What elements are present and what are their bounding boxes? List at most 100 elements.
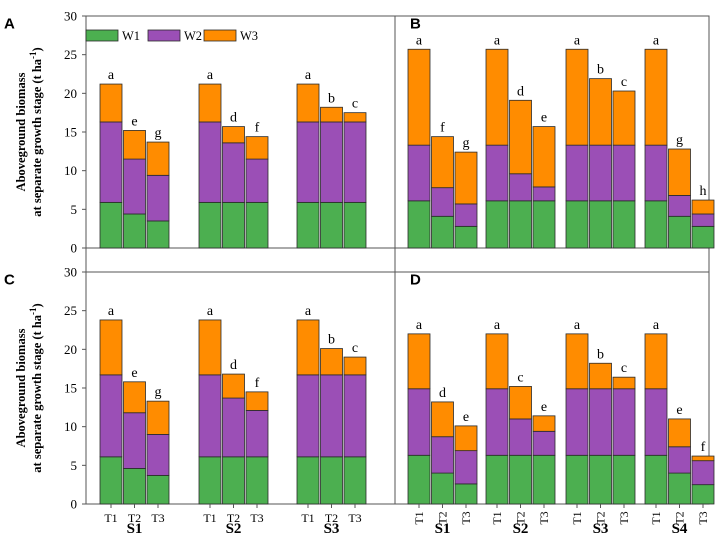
panel-letter: D [410, 271, 421, 288]
significance-letter: c [352, 341, 358, 356]
bar-segment-w2 [644, 388, 668, 456]
x-sub-label: T3 [151, 511, 164, 525]
y-axis-label-line2: at separate growth stage (t ha-1) [28, 303, 44, 472]
bar-segment-w3 [146, 141, 170, 176]
significance-letter: e [131, 114, 137, 129]
bar-segment-w3 [296, 83, 320, 123]
bar-segment-w3 [123, 381, 146, 414]
x-sub-label: T2 [514, 511, 528, 524]
significance-letter: g [463, 136, 470, 151]
significance-letter: d [230, 358, 237, 373]
bar-segment-w3 [532, 126, 556, 188]
x-group-label: S3 [593, 521, 609, 536]
bar-segment-w1 [431, 215, 454, 249]
y-tick-label: 10 [64, 419, 77, 434]
legend-item-w2: W2 [147, 29, 202, 43]
bar-segment-w2 [532, 186, 556, 202]
bar-segment-w2 [565, 144, 589, 202]
bar-segment-w2 [691, 460, 715, 486]
legend-item-w1: W1 [85, 29, 140, 43]
bar-group-S1: a e g [99, 68, 170, 249]
panel-B: Ba f g a d e a b c a g h [407, 15, 715, 249]
bar-segment-w2 [431, 187, 454, 217]
bar-segment-w3 [644, 333, 668, 390]
bar-segment-w1 [668, 472, 691, 505]
bar-segment-w2 [320, 374, 343, 458]
bar-segment-w2 [245, 158, 269, 203]
significance-letter: a [653, 33, 660, 48]
x-group-label: S1 [435, 521, 451, 536]
bar-segment-w3 [691, 455, 715, 462]
x-sub-label: T3 [617, 511, 631, 524]
bar-segment-w1 [146, 220, 170, 249]
y-tick-label: 25 [64, 47, 77, 62]
bar-segment-w1 [245, 201, 269, 249]
bar-segment-w1 [691, 225, 715, 249]
x-sub-label: T1 [301, 511, 314, 525]
significance-letter: a [416, 318, 423, 333]
bar-group-S1: a T1 d T2 e T3 S1 [407, 318, 478, 536]
bar-segment-w2 [296, 374, 320, 458]
bar-segment-w3 [509, 99, 532, 175]
bar-segment-w1 [485, 454, 509, 505]
bar-segment-w2 [320, 121, 343, 203]
bar-segment-w3 [509, 386, 532, 420]
bar-segment-w1 [532, 200, 556, 249]
bar-segment-w1 [691, 484, 715, 505]
y-tick-label: 15 [64, 381, 77, 396]
bar-segment-w1 [565, 454, 589, 505]
bar-segment-w1 [296, 201, 320, 249]
significance-letter: a [305, 304, 312, 319]
y-axis-label-line1: Aboveground biomass [14, 328, 28, 447]
bar-segment-w2 [565, 388, 589, 456]
significance-letter: d [517, 84, 524, 99]
bar-segment-w1 [320, 456, 343, 505]
significance-letter: g [676, 133, 683, 148]
significance-letter: a [108, 68, 115, 83]
bar-segment-w3 [485, 333, 509, 390]
bar-segment-w2 [146, 174, 170, 222]
x-sub-label: T1 [649, 511, 663, 524]
significance-letter: e [131, 366, 137, 381]
bar-group-S4: a T1 e T2 f T3 S4 [644, 318, 715, 536]
bar-segment-w2 [589, 388, 612, 456]
bar-segment-w1 [99, 456, 123, 505]
y-tick-label: 5 [71, 458, 78, 473]
x-sub-label: T1 [412, 511, 426, 524]
x-sub-label: T3 [250, 511, 263, 525]
x-group-label: S2 [513, 521, 529, 536]
bar-segment-w2 [668, 446, 691, 474]
x-group-label: S2 [226, 521, 242, 536]
significance-letter: e [541, 400, 547, 415]
bar-group-S1: a T1 e T2 g T3 S1 [99, 304, 170, 536]
legend-item-w3: W3 [203, 29, 258, 43]
bar-segment-w3 [245, 391, 269, 411]
bar-segment-w3 [565, 48, 589, 146]
x-sub-label: T2 [594, 511, 608, 524]
y-tick-label: 20 [64, 86, 77, 101]
bar-segment-w2 [123, 158, 146, 215]
significance-letter: a [207, 68, 214, 83]
significance-letter: g [155, 385, 162, 400]
significance-letter: a [494, 33, 501, 48]
bar-segment-w3 [454, 151, 478, 205]
bar-segment-w1 [532, 454, 556, 505]
x-sub-label: T1 [570, 511, 584, 524]
bar-group-S2: a T1 d T2 f T3 S2 [198, 304, 269, 536]
bar-segment-w1 [123, 468, 146, 505]
panel-D: Da T1 d T2 e T3 S1 a T1 c T2 e T3 S2 a T1 b T2 c T3 S3 a T1 e T2… [407, 271, 715, 536]
bar-group-S2: a d e [485, 33, 556, 249]
bar-segment-w3 [407, 48, 431, 146]
bar-segment-w3 [320, 348, 343, 376]
bar-segment-w2 [589, 144, 612, 202]
bar-segment-w2 [612, 388, 636, 456]
bar-segment-w3 [222, 126, 245, 144]
bar-segment-w2 [343, 374, 367, 458]
bar-segment-w1 [245, 456, 269, 505]
x-group-label: S3 [324, 521, 340, 536]
bar-segment-w3 [320, 106, 343, 123]
legend-swatch [147, 29, 181, 42]
bar-segment-w3 [691, 199, 715, 215]
bar-segment-w1 [343, 456, 367, 505]
